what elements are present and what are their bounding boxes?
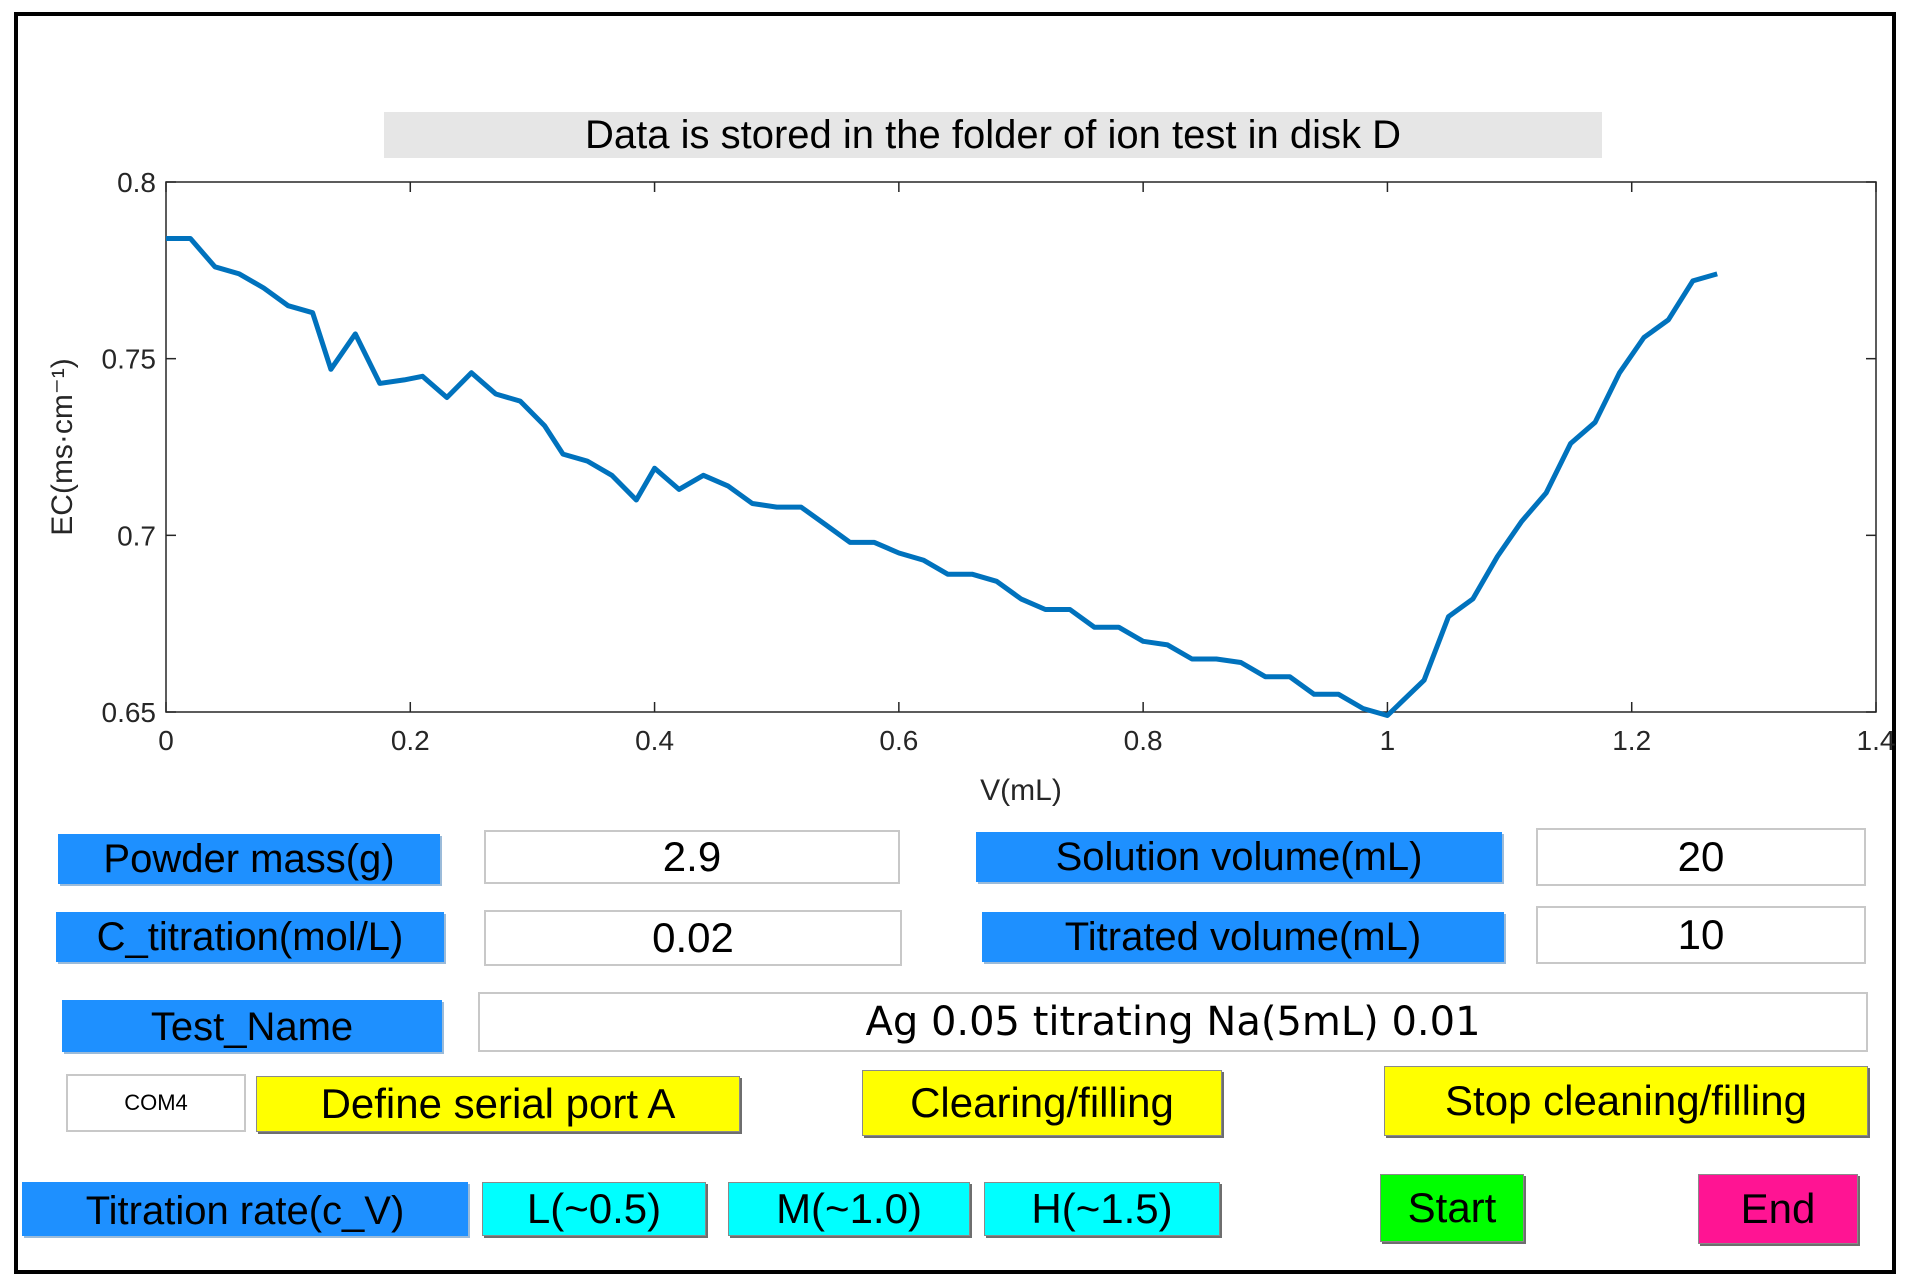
- c-titration-input[interactable]: 0.02: [484, 910, 902, 966]
- rate-low-button[interactable]: L(~0.5): [482, 1182, 706, 1236]
- axes-box: [165, 181, 1877, 713]
- powder-mass-label: Powder mass(g): [58, 834, 440, 884]
- stop-cleaning-filling-button[interactable]: Stop cleaning/filling: [1384, 1066, 1868, 1136]
- y-axis-label: EC(ms·cm⁻¹): [46, 358, 79, 535]
- x-tick-label: 0.2: [391, 725, 430, 756]
- y-tick-label: 0.75: [102, 344, 157, 375]
- clearing-filling-button[interactable]: Clearing/filling: [862, 1070, 1222, 1136]
- titration-rate-label: Titration rate(c_V): [22, 1182, 468, 1236]
- series-line-ec: [166, 236, 1718, 718]
- end-button[interactable]: End: [1698, 1174, 1858, 1244]
- titrated-volume-input[interactable]: 10: [1536, 906, 1866, 964]
- ec-titration-chart: 0 0.2 0.4 0.6 0.8 1 1.2 1.4 0.65 0.7 0.75 0.8 V(mL) E…: [46, 167, 1895, 807]
- x-tick-label: 1.2: [1612, 725, 1651, 756]
- serial-port-input[interactable]: COM4: [66, 1074, 246, 1132]
- rate-medium-button[interactable]: M(~1.0): [728, 1182, 970, 1236]
- x-tick-label: 0: [158, 725, 174, 756]
- storage-info-banner: Data is stored in the folder of ion test…: [384, 112, 1602, 158]
- y-tick-label: 0.8: [117, 167, 156, 198]
- start-button[interactable]: Start: [1380, 1174, 1524, 1242]
- test-name-label: Test_Name: [62, 1000, 442, 1052]
- x-tick-label: 1.4: [1857, 725, 1896, 756]
- solution-volume-label: Solution volume(mL): [976, 832, 1502, 882]
- test-name-input[interactable]: Ag 0.05 titrating Na(5mL) 0.01: [478, 992, 1868, 1052]
- x-tick-label: 1: [1380, 725, 1396, 756]
- x-tick-label: 0.6: [879, 725, 918, 756]
- solution-volume-input[interactable]: 20: [1536, 828, 1866, 886]
- titrated-volume-label: Titrated volume(mL): [982, 912, 1504, 962]
- x-axis-label: V(mL): [980, 774, 1062, 807]
- y-tick-label: 0.7: [117, 520, 156, 551]
- x-tick-label: 0.4: [635, 725, 674, 756]
- powder-mass-input[interactable]: 2.9: [484, 830, 900, 884]
- c-titration-label: C_titration(mol/L): [56, 912, 444, 962]
- x-tick-label: 0.8: [1124, 725, 1163, 756]
- plot-area: 0 0.2 0.4 0.6 0.8 1 1.2 1.4 0.65 0.7 0.75 0.8 V(mL) E…: [46, 167, 1895, 807]
- y-tick-label: 0.65: [102, 697, 157, 728]
- define-serial-port-button[interactable]: Define serial port A: [256, 1076, 740, 1132]
- rate-high-button[interactable]: H(~1.5): [984, 1182, 1220, 1236]
